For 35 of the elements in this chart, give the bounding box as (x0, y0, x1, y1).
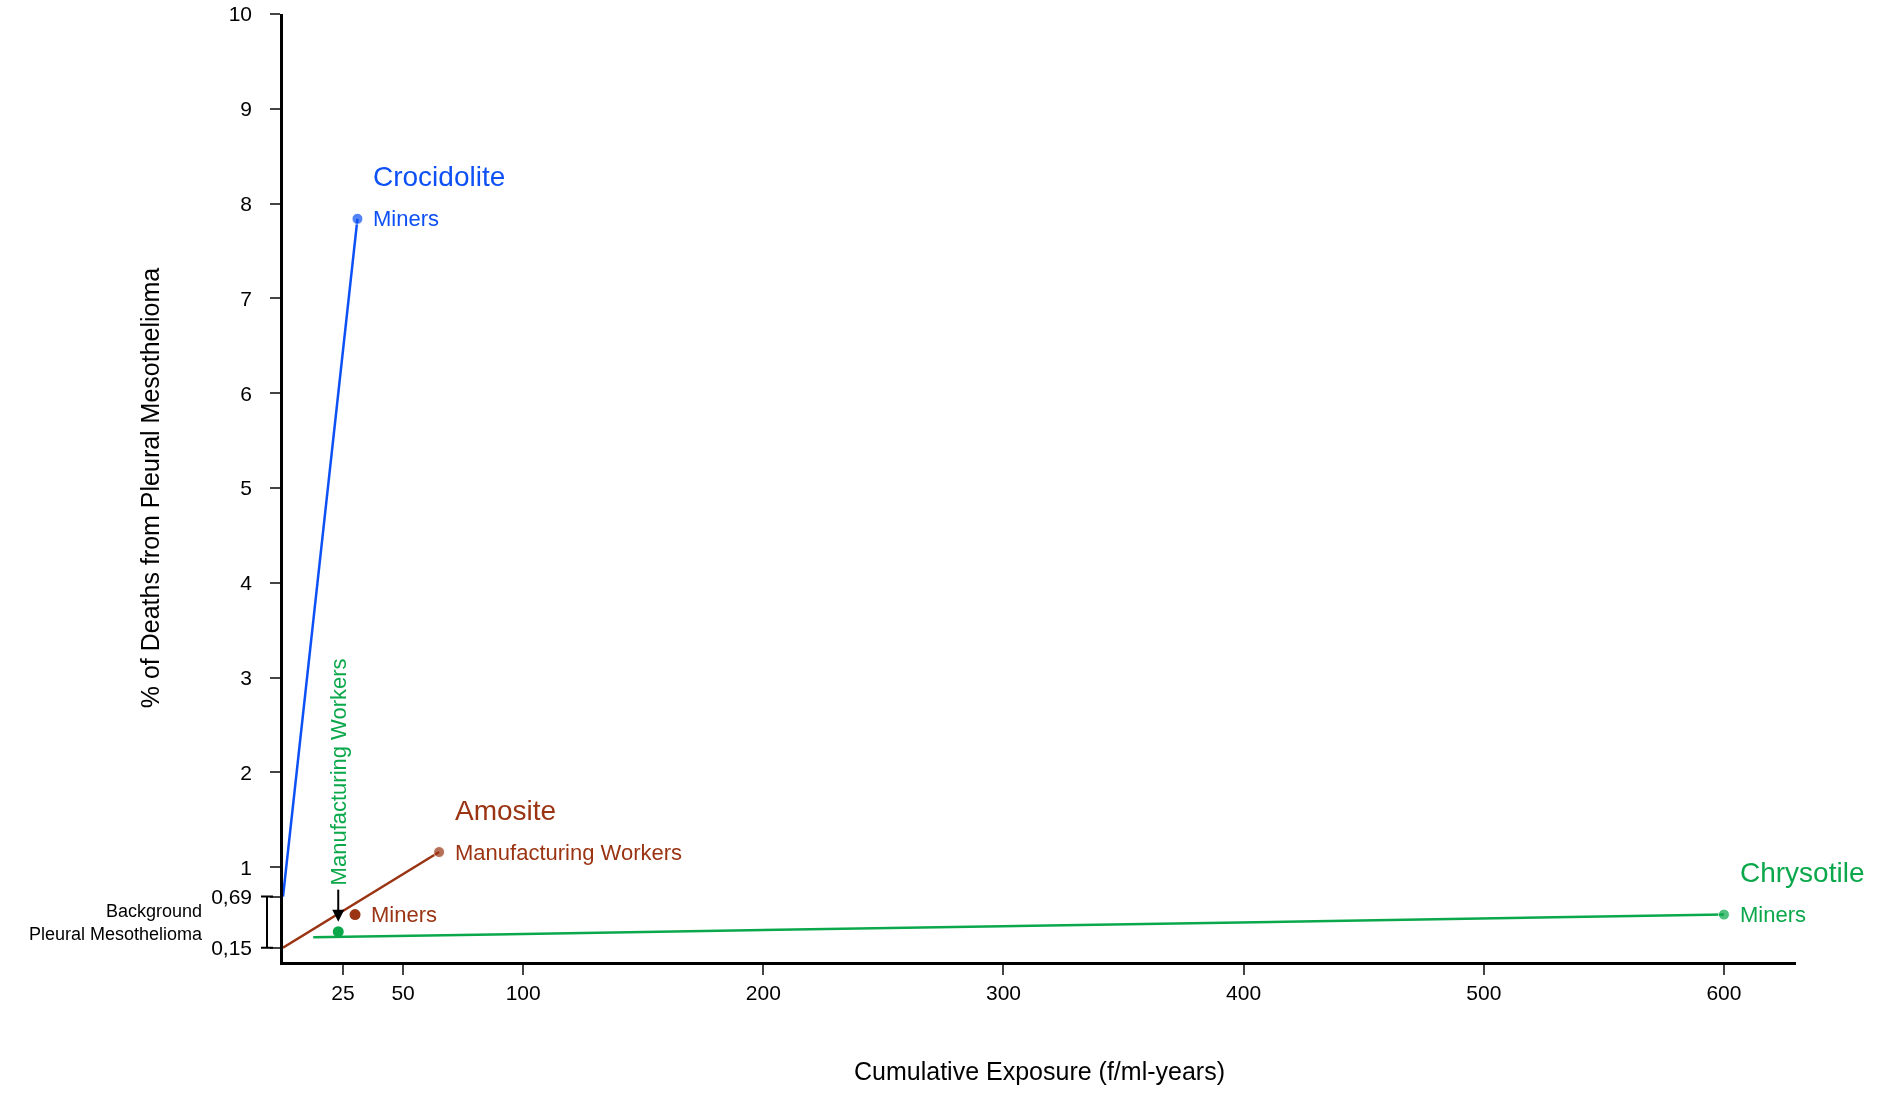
y-tick-label: 4 (240, 571, 253, 595)
text: Background Pleural Mesothelioma (29, 901, 204, 945)
x-tick-label: 100 (505, 980, 541, 1004)
annotation: Manufacturing Workers (326, 658, 352, 886)
x-tick-label: 300 (985, 980, 1021, 1004)
x-tick-label: 200 (745, 980, 781, 1004)
x-tick-label: 50 (391, 980, 415, 1004)
y-tick-label: 0,69 (211, 884, 253, 908)
y-tick-label: 10 (228, 2, 253, 26)
point (433, 846, 446, 859)
x-tick-label: 500 (1466, 980, 1502, 1004)
data-label: Miners (1740, 902, 1807, 927)
point (349, 909, 361, 921)
y-tick-label: 6 (240, 381, 253, 405)
y-tick-label: 3 (240, 665, 253, 689)
series-label: Crocidolite (373, 161, 506, 192)
y-tick-label: 0,15 (211, 936, 253, 960)
y-tick-label: 1 (240, 855, 253, 879)
x-axis-title: Cumulative Exposure (f/ml-years) (854, 1056, 1225, 1085)
y-tick-label: 5 (240, 476, 253, 500)
data-label: Miners (371, 902, 438, 927)
series-label: Chrysotile (1740, 857, 1865, 888)
x-tick-label: 400 (1226, 980, 1262, 1004)
y-tick-label: 9 (240, 97, 253, 121)
y-axis-title: % of Deaths from Pleural Mesothelioma (135, 267, 164, 709)
y-tick-label: 2 (240, 760, 253, 784)
series-label: Amosite (455, 795, 557, 826)
data-label: Manufacturing Workers (455, 840, 683, 865)
data-label: Miners (373, 206, 440, 231)
y-tick-label: 8 (240, 191, 253, 215)
point (351, 212, 364, 225)
point (1717, 908, 1730, 921)
y-tick-label: 7 (240, 286, 253, 310)
x-tick-label: 25 (331, 980, 355, 1004)
x-tick-label: 600 (1706, 980, 1742, 1004)
